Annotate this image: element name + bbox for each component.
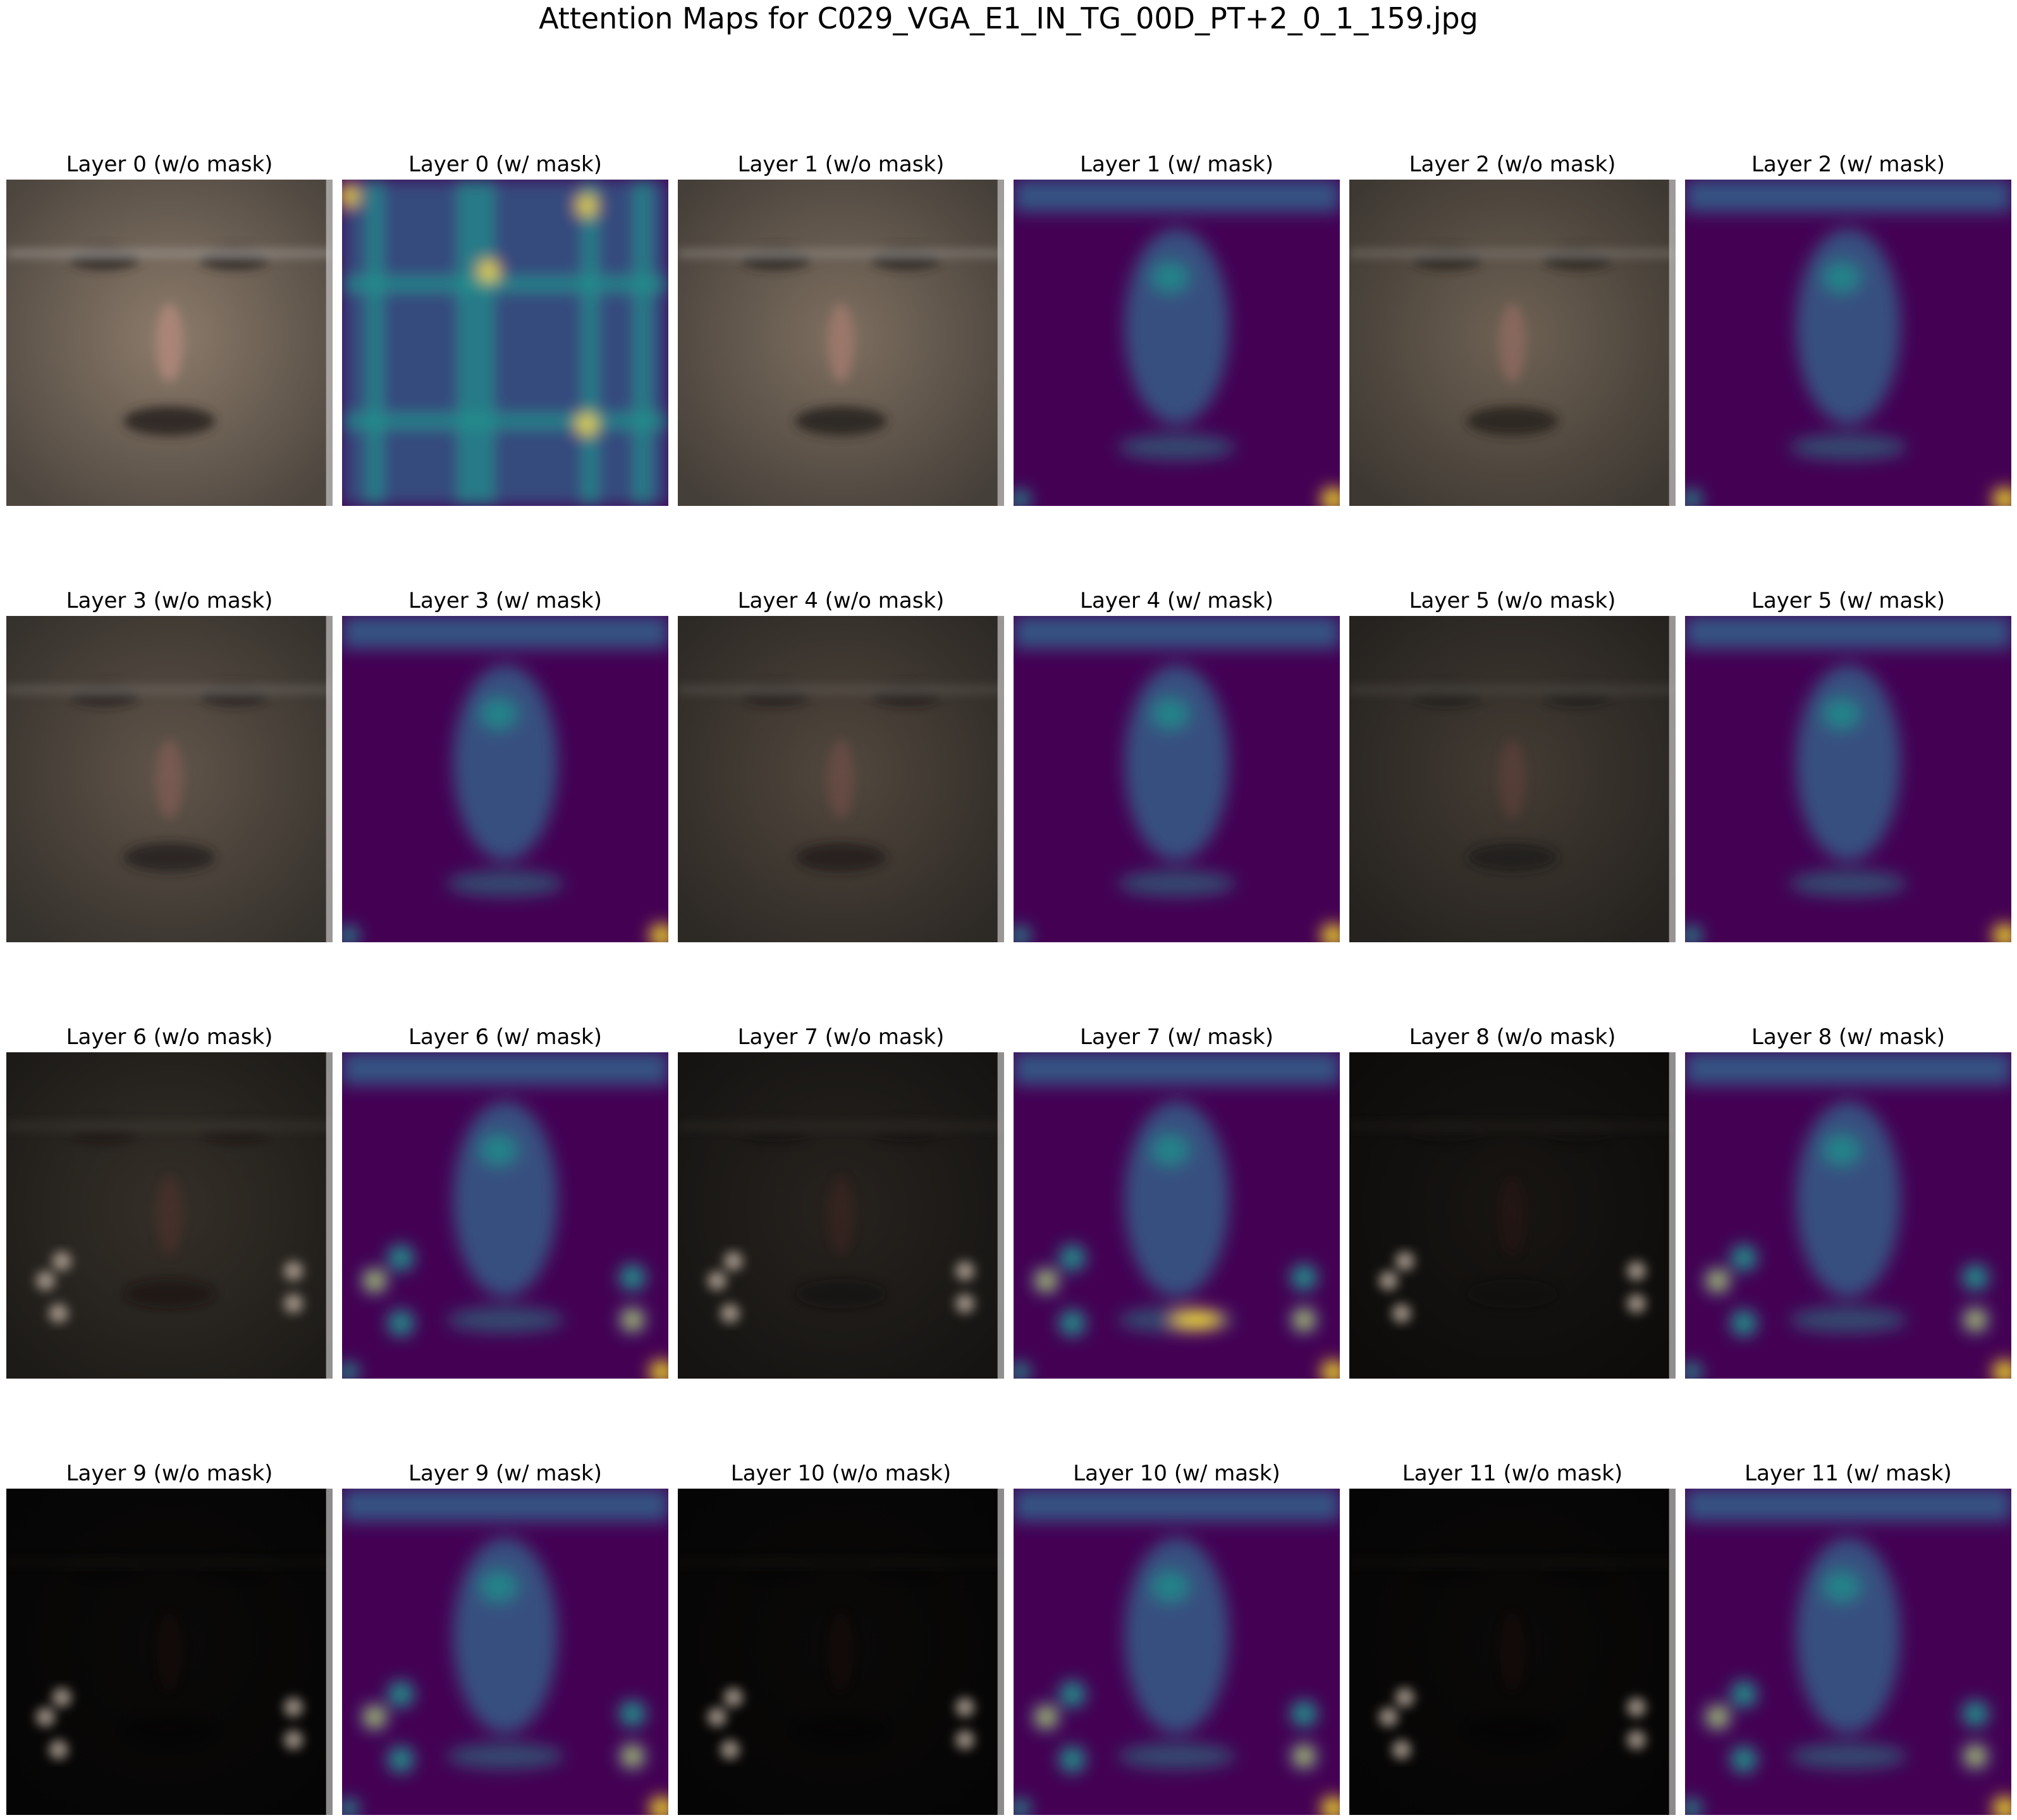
face-panel-image <box>678 616 1004 942</box>
heatmap-panel-image <box>342 1052 668 1379</box>
panel-title: Layer 0 (w/o mask) <box>66 152 273 177</box>
heatmap-panel-image <box>1685 180 2011 506</box>
panel-title: Layer 2 (w/ mask) <box>1751 152 1945 177</box>
heatmap-panel-image <box>1014 180 1340 506</box>
face-image <box>1349 1052 1676 1379</box>
heatmap-panel-image <box>1685 616 2011 942</box>
panel-title: Layer 3 (w/o mask) <box>66 588 273 613</box>
panel-title: Layer 3 (w/ mask) <box>408 588 602 613</box>
face-panel-image <box>1349 1489 1676 1815</box>
heatmap-panel-image <box>1685 1489 2011 1815</box>
panel-title: Layer 10 (w/o mask) <box>730 1461 952 1486</box>
panel-title: Layer 11 (w/ mask) <box>1744 1461 1952 1486</box>
face-image <box>678 1489 1004 1815</box>
panel-title: Layer 6 (w/o mask) <box>66 1024 273 1050</box>
panel-title: Layer 9 (w/ mask) <box>408 1461 602 1486</box>
face-panel-image <box>678 180 1004 506</box>
face-image <box>1349 180 1676 506</box>
face-image <box>6 180 333 506</box>
attention-heatmap <box>1685 1052 2011 1379</box>
panel-title: Layer 9 (w/o mask) <box>66 1461 273 1486</box>
face-panel-image <box>6 180 333 506</box>
panel-title: Layer 7 (w/ mask) <box>1080 1024 1273 1050</box>
panel-title: Layer 4 (w/o mask) <box>737 588 945 613</box>
panel-title: Layer 10 (w/ mask) <box>1073 1461 1280 1486</box>
panel-title: Layer 6 (w/ mask) <box>408 1024 602 1050</box>
panel-title: Layer 1 (w/ mask) <box>1080 152 1273 177</box>
attention-heatmap <box>1014 616 1340 942</box>
face-image <box>678 180 1004 506</box>
heatmap-panel-image <box>1014 1052 1340 1379</box>
panel-title: Layer 8 (w/ mask) <box>1751 1024 1945 1050</box>
attention-heatmap <box>1014 1052 1340 1379</box>
attention-heatmap <box>1014 180 1340 506</box>
face-panel-image <box>1349 180 1676 506</box>
face-panel-image <box>1349 616 1676 942</box>
heatmap-panel-image <box>342 180 668 506</box>
face-panel-image <box>678 1489 1004 1815</box>
heatmap-panel-image <box>342 616 668 942</box>
attention-heatmap <box>342 616 668 942</box>
face-image <box>678 1052 1004 1379</box>
panel-title: Layer 2 (w/o mask) <box>1409 152 1616 177</box>
attention-heatmap <box>342 1052 668 1379</box>
panel-title: Layer 1 (w/o mask) <box>737 152 945 177</box>
panel-title: Layer 11 (w/o mask) <box>1402 1461 1623 1486</box>
face-panel-image <box>678 1052 1004 1379</box>
heatmap-panel-image <box>342 1489 668 1815</box>
face-image <box>6 616 333 942</box>
attention-heatmap <box>1014 1489 1340 1815</box>
panel-title: Layer 5 (w/ mask) <box>1751 588 1945 613</box>
heatmap-panel-image <box>1014 1489 1340 1815</box>
face-image <box>678 616 1004 942</box>
face-panel-image <box>6 1052 333 1379</box>
face-image <box>1349 616 1676 942</box>
face-image <box>1349 1489 1676 1815</box>
heatmap-panel-image <box>1685 1052 2011 1379</box>
attention-heatmap <box>342 180 668 506</box>
panel-title: Layer 7 (w/o mask) <box>737 1024 945 1050</box>
attention-heatmap <box>1685 1489 2011 1815</box>
figure-title: Attention Maps for C029_VGA_E1_IN_TG_00D… <box>539 1 1478 35</box>
attention-heatmap <box>1685 616 2011 942</box>
attention-heatmap <box>342 1489 668 1815</box>
heatmap-panel-image <box>1014 616 1340 942</box>
panel-title: Layer 0 (w/ mask) <box>408 152 602 177</box>
panel-title: Layer 5 (w/o mask) <box>1409 588 1616 613</box>
panel-title: Layer 8 (w/o mask) <box>1409 1024 1616 1050</box>
face-panel-image <box>6 616 333 942</box>
face-image <box>6 1052 333 1379</box>
face-image <box>6 1489 333 1815</box>
face-panel-image <box>6 1489 333 1815</box>
panel-title: Layer 4 (w/ mask) <box>1080 588 1273 613</box>
face-panel-image <box>1349 1052 1676 1379</box>
attention-heatmap <box>1685 180 2011 506</box>
